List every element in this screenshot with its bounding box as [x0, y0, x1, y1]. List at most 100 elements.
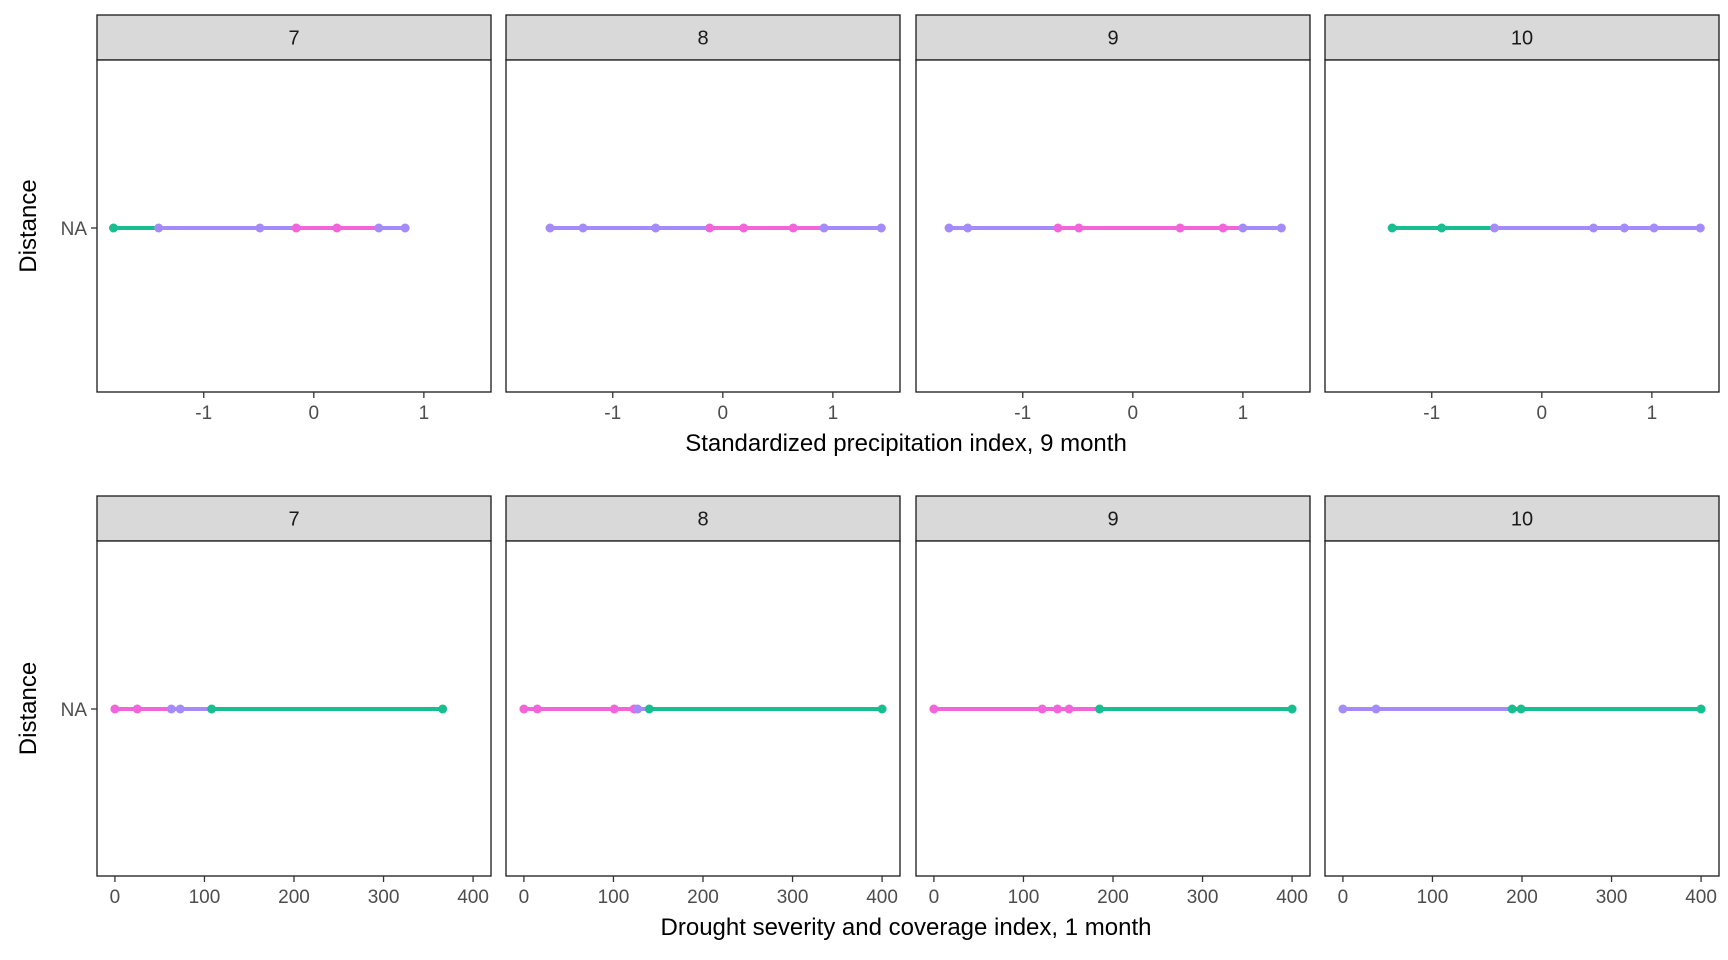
facet-strip-label: 8: [697, 28, 708, 50]
data-point: [788, 223, 798, 233]
data-point: [1287, 704, 1297, 714]
facet-strip-label: 9: [1107, 28, 1118, 50]
chart-row-1: 7 -1 0 1 NA 8 -1 0 1 9 -1 0 1 10 -1 0 1 Standardized prec…: [15, 14, 1720, 457]
data-point: [1619, 223, 1629, 233]
x-tick-label: 300: [1596, 887, 1628, 908]
x-tick-label: 400: [1276, 887, 1308, 908]
data-point: [1338, 704, 1348, 714]
x-axis-title: Drought severity and coverage index, 1 m…: [661, 914, 1152, 941]
x-tick-label: -1: [195, 403, 212, 424]
y-tick-label: NA: [61, 219, 88, 240]
x-tick-label: 0: [519, 887, 530, 908]
data-point: [644, 704, 654, 714]
panel-border: [96, 59, 492, 393]
data-point: [132, 704, 142, 714]
x-tick-label: 100: [1417, 887, 1449, 908]
facet-strip: [915, 495, 1311, 542]
y-tick-label: NA: [61, 700, 88, 721]
x-tick-label: 0: [1537, 403, 1548, 424]
data-point: [207, 704, 217, 714]
x-tick-label: 400: [1685, 887, 1717, 908]
data-point: [519, 704, 529, 714]
facet-strip: [915, 14, 1311, 61]
facet-strip-label: 9: [1107, 509, 1118, 531]
data-point: [1507, 704, 1517, 714]
x-tick-label: 300: [1187, 887, 1219, 908]
data-point: [545, 223, 555, 233]
x-tick-label: 200: [687, 887, 719, 908]
facet-strip-label: 10: [1511, 28, 1533, 50]
x-tick-label: 300: [777, 887, 809, 908]
data-point: [1037, 704, 1047, 714]
x-tick-label: -1: [1014, 403, 1031, 424]
data-point: [1052, 704, 1062, 714]
panel-border: [1324, 59, 1720, 393]
facet-strip: [1324, 14, 1720, 61]
facet-strip: [505, 495, 901, 542]
data-point: [877, 704, 887, 714]
data-point: [1095, 704, 1105, 714]
x-tick-label: 100: [598, 887, 630, 908]
data-point: [255, 223, 265, 233]
x-tick-label: -1: [604, 403, 621, 424]
facet-strip-label: 10: [1511, 509, 1533, 531]
data-point: [1589, 223, 1599, 233]
facet-panel: 8 -1 0 1: [505, 14, 901, 424]
facet-panel: 7 0 100 200 300 400 NA: [61, 495, 492, 908]
x-tick-label: 0: [110, 887, 121, 908]
x-tick-label: 400: [457, 887, 489, 908]
y-axis-title: Distance: [15, 179, 42, 272]
data-point: [532, 704, 542, 714]
x-tick-label: 200: [278, 887, 310, 908]
data-point: [438, 704, 448, 714]
panel-border: [505, 59, 901, 393]
x-tick-label: 1: [828, 403, 839, 424]
data-point: [609, 704, 619, 714]
x-tick-label: 0: [929, 887, 940, 908]
facet-panel: 8 0 100 200 300 400: [505, 495, 901, 908]
data-point: [1437, 223, 1447, 233]
data-point: [929, 704, 939, 714]
data-point: [1175, 223, 1185, 233]
data-point: [633, 704, 643, 714]
facet-strip-label: 7: [288, 28, 299, 50]
data-point: [944, 223, 954, 233]
facet-strip-label: 8: [697, 509, 708, 531]
data-point: [1371, 704, 1381, 714]
data-point: [1238, 223, 1248, 233]
data-point: [876, 223, 886, 233]
panel-border: [915, 59, 1311, 393]
data-point: [1516, 704, 1526, 714]
facet-strip: [505, 14, 901, 61]
data-point: [578, 223, 588, 233]
data-point: [819, 223, 829, 233]
data-point: [705, 223, 715, 233]
data-point: [110, 704, 120, 714]
data-point: [332, 223, 342, 233]
data-point: [1218, 223, 1228, 233]
facet-panel: 7 -1 0 1 NA: [61, 14, 492, 424]
data-point: [175, 704, 185, 714]
data-point: [1074, 223, 1084, 233]
data-point: [1387, 223, 1397, 233]
y-axis-title: Distance: [15, 662, 42, 755]
x-tick-label: 400: [866, 887, 898, 908]
data-point: [1695, 223, 1705, 233]
data-point: [963, 223, 973, 233]
x-tick-label: 0: [1338, 887, 1349, 908]
x-tick-label: 0: [718, 403, 729, 424]
x-tick-label: 300: [368, 887, 400, 908]
facet-panel: 100 100 200 300 400: [1324, 495, 1720, 908]
data-point: [651, 223, 661, 233]
data-point: [1064, 704, 1074, 714]
data-point: [166, 704, 176, 714]
facet-strip: [96, 14, 492, 61]
x-tick-label: 0: [1128, 403, 1139, 424]
data-point: [1276, 223, 1286, 233]
facet-strip-label: 7: [288, 509, 299, 531]
data-point: [1053, 223, 1063, 233]
data-point: [400, 223, 410, 233]
data-point: [109, 223, 119, 233]
data-point: [154, 223, 164, 233]
